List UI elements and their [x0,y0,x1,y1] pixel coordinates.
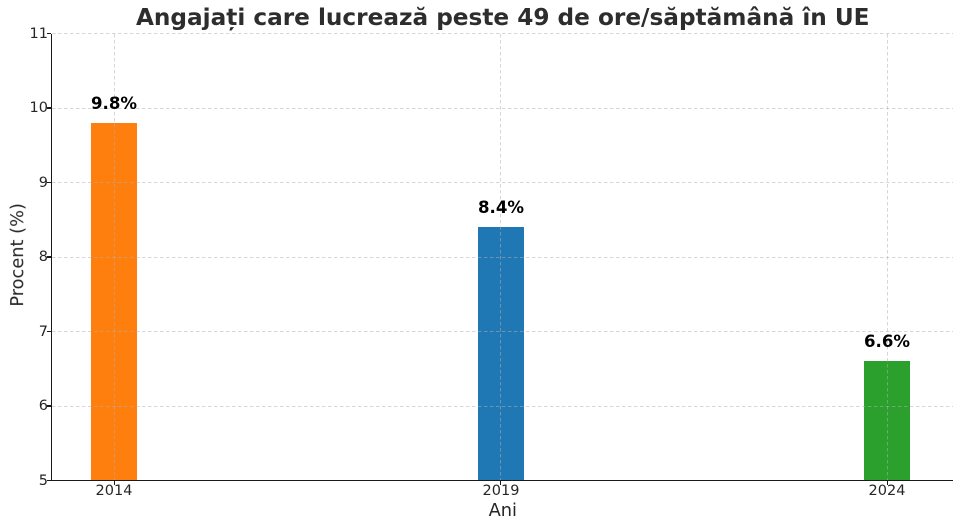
x-gridline [113,33,115,481]
x-gridline [500,33,502,481]
x-axis-spine [50,479,953,482]
x-axis-label: Ani [488,500,517,522]
y-tick-label: 6 [38,398,48,415]
chart-title: Angajați care lucrează peste 49 de ore/s… [135,4,870,31]
y-gridline [51,182,953,183]
y-tick [47,330,51,333]
y-tick-label: 8 [38,249,48,266]
y-tick [47,32,51,35]
x-tick-label: 2024 [868,483,906,500]
x-gridline [886,33,888,481]
y-gridline [51,331,953,332]
y-tick-label: 7 [38,323,48,340]
bar-value-label: 8.4% [477,198,524,218]
y-tick-label: 5 [38,472,48,489]
x-tick [886,481,888,485]
bar-value-label: 9.8% [91,94,138,113]
y-gridline [51,33,953,34]
x-tick [113,481,115,485]
y-tick [47,181,51,184]
y-gridline [51,256,953,258]
y-tick-label: 11 [29,25,48,42]
y-gridline [51,107,953,109]
y-tick [47,405,51,407]
y-gridline [51,405,953,407]
y-tick [47,107,51,109]
x-tick [500,481,502,485]
x-tick-label: 2014 [95,483,133,500]
x-tick-label: 2019 [482,483,520,500]
y-tick [47,256,51,258]
y-tick-label: 10 [29,100,48,117]
y-tick [47,479,51,482]
y-axis-spine [50,33,53,482]
bar-value-label: 6.6% [864,332,911,352]
y-tick-label: 9 [38,174,48,191]
